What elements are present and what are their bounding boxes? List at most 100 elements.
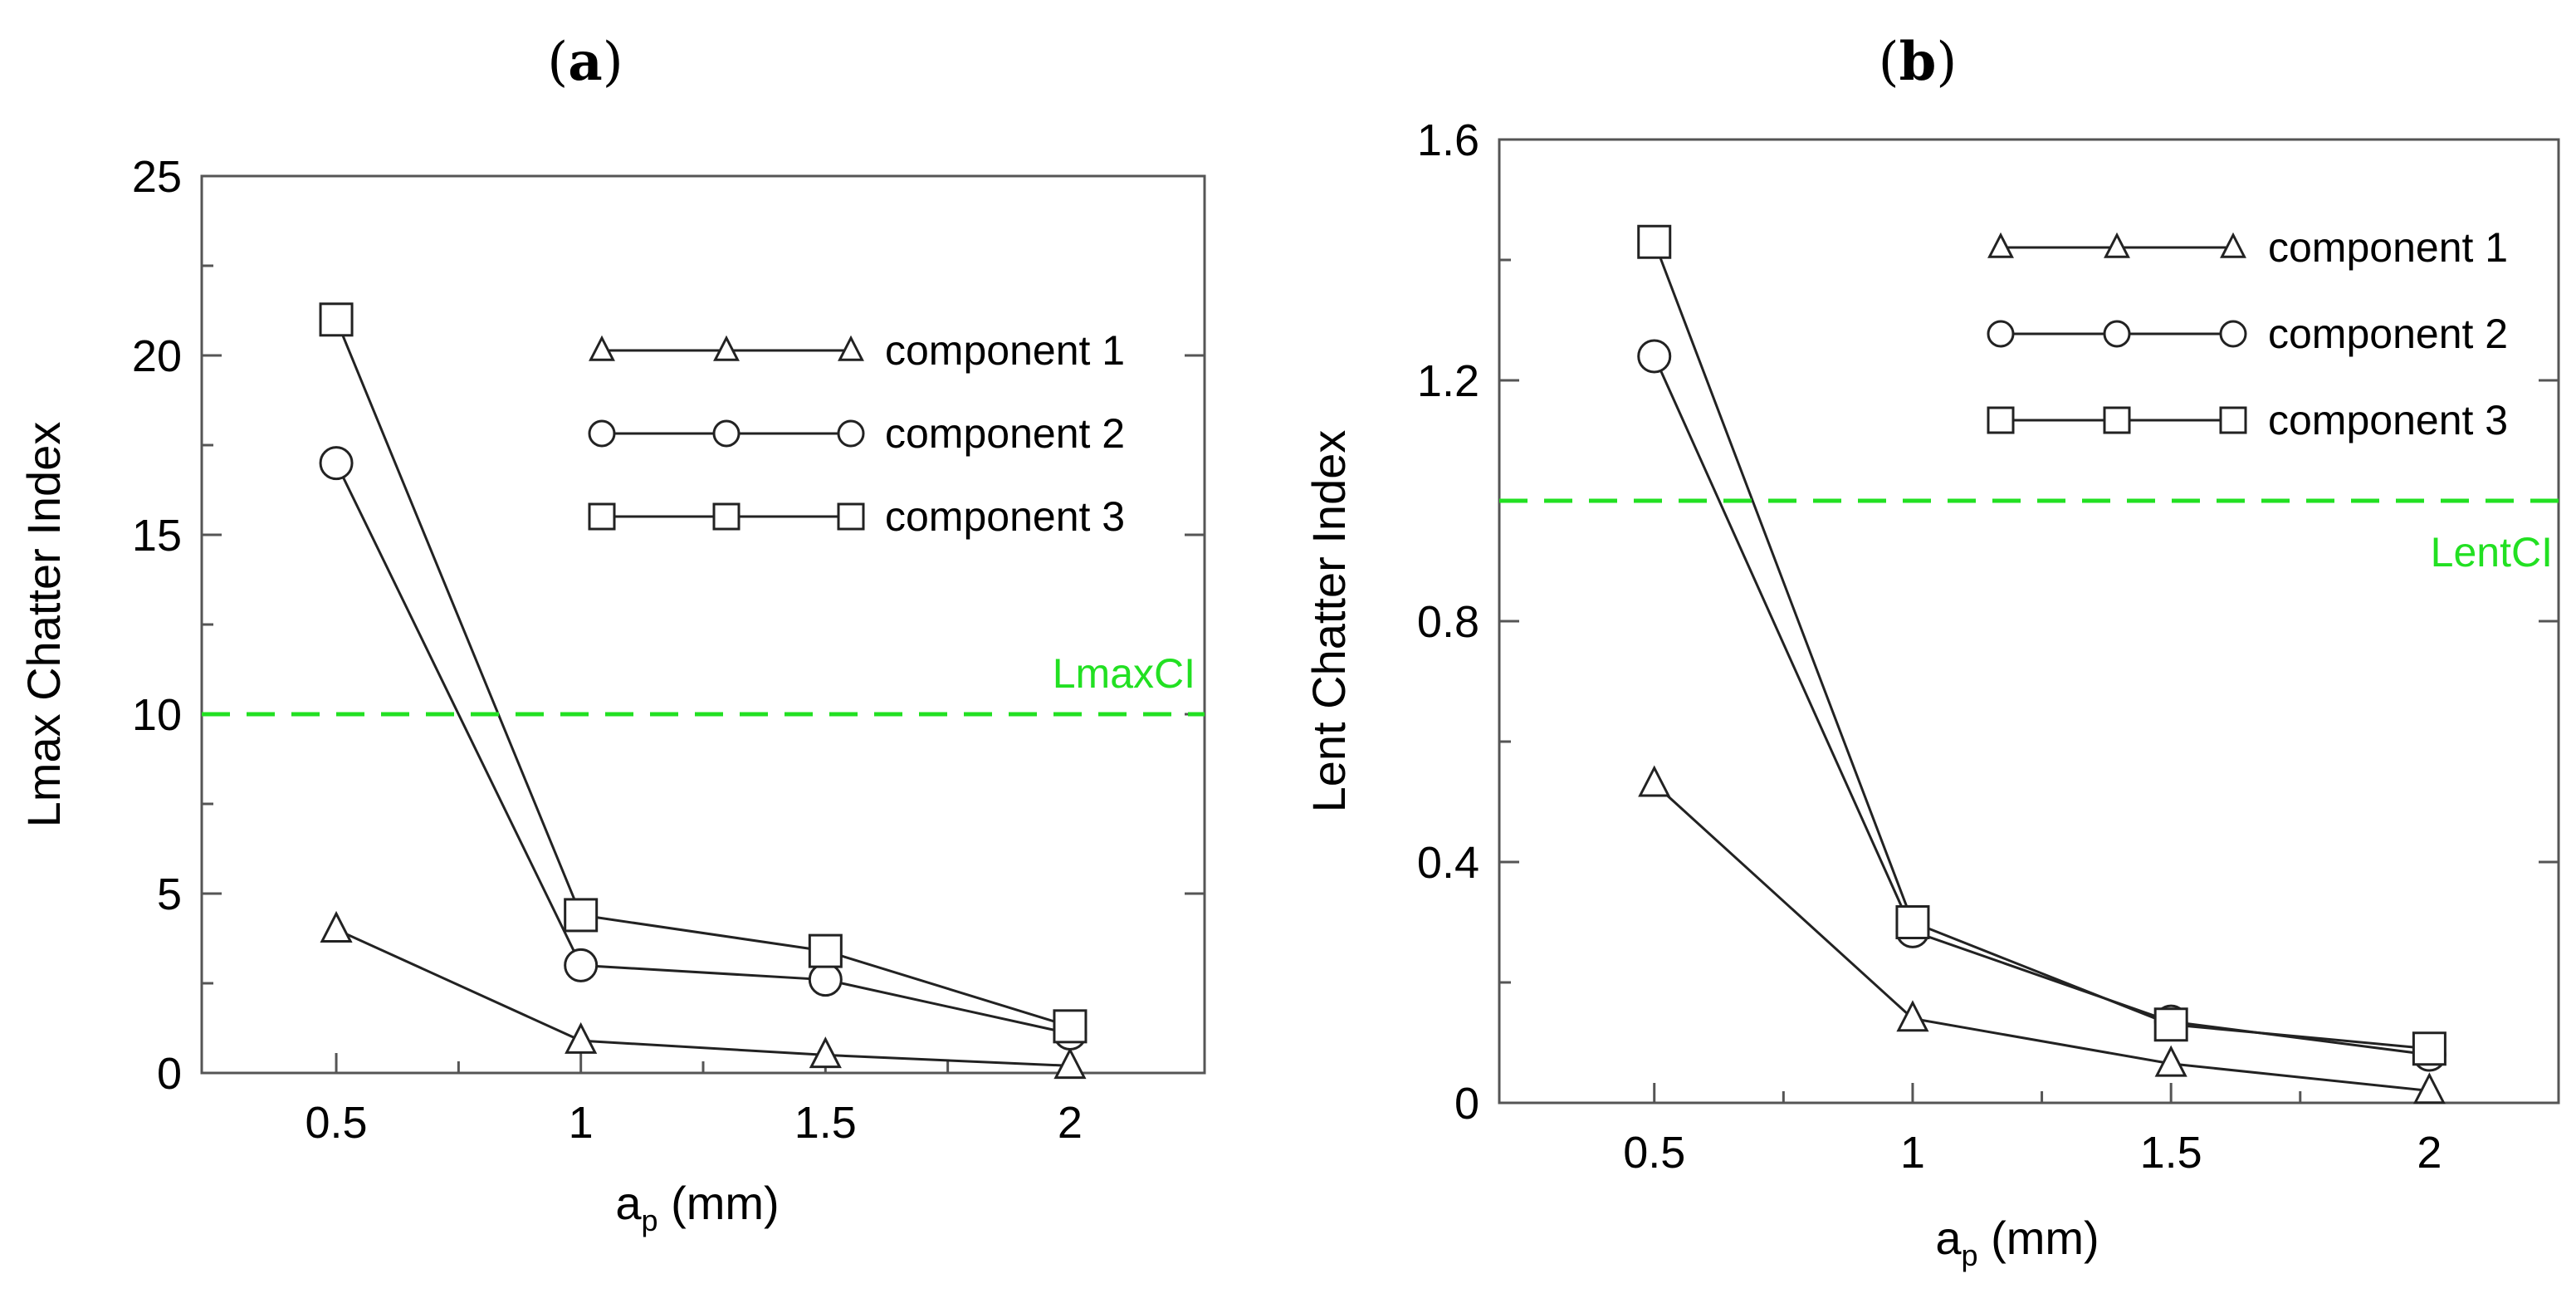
legend-marker-circle: [1987, 320, 2015, 348]
chart-panel-b: (b) 0 0.4 0.8 1.2 1.6 0.5 1 1.5 2 LentCI compon…: [1303, 31, 2560, 1272]
data-point-circle: [808, 963, 843, 997]
legend-marker-square: [2219, 406, 2247, 434]
threshold-b: LentCI: [1499, 498, 2559, 576]
x-tick-label: 1.5: [794, 1098, 857, 1148]
y-axis-title-b: Lent Chatter Index: [1303, 430, 1355, 813]
legend-marker-triangle: [713, 335, 740, 361]
markers-a: [319, 302, 1088, 1080]
legend-marker-square: [588, 502, 616, 531]
panel-b-title: (b): [1879, 31, 1958, 93]
data-point-square: [1637, 224, 1672, 259]
x-axis-title-a-unit: (mm): [658, 1177, 780, 1229]
series-line-2: [1653, 355, 2430, 1056]
y-tick-label: 10: [132, 690, 182, 740]
y-tick-label: 0: [1454, 1079, 1479, 1129]
legend-marker-circle: [2219, 320, 2247, 348]
threshold-label-b: LentCI: [2431, 529, 2553, 576]
data-point-circle: [319, 446, 354, 481]
legend-marker-circle: [2103, 320, 2131, 348]
legend-label: component 2: [885, 410, 1125, 457]
y-tick-label: 0.4: [1417, 838, 1479, 888]
legend-marker-circle: [588, 419, 616, 448]
data-point-triangle: [2412, 1072, 2446, 1105]
legend-marker-square: [1987, 406, 2015, 434]
x-axis-title-a-sub: p: [641, 1203, 657, 1237]
series-line-3: [1653, 241, 2430, 1051]
data-point-triangle: [1638, 765, 1671, 797]
series-lines-b: [1653, 241, 2430, 1092]
chart-panel-a: (a) 0 5 10 15 20 25 0.5 1 1.5 2 LmaxCI component…: [17, 31, 1206, 1237]
series-line-3: [335, 319, 1071, 1028]
legend-label: component 2: [2268, 311, 2508, 357]
y-tick-label: 0.8: [1417, 597, 1479, 647]
y-tick-label: 20: [132, 331, 182, 381]
x-axis-title-b-unit: (mm): [1978, 1212, 2099, 1264]
data-point-triangle: [565, 1021, 598, 1054]
legend-label: component 1: [2268, 224, 2508, 271]
data-point-triangle: [1053, 1047, 1087, 1080]
series-line-1: [335, 928, 1071, 1067]
x-axis-title-b: ap (mm): [1935, 1212, 2099, 1272]
legend-label: component 3: [2268, 397, 2508, 443]
legend-marker-triangle: [1987, 232, 2014, 258]
legend-marker-square: [712, 502, 741, 531]
legend-marker-circle: [712, 419, 741, 448]
y-tick-label: 25: [132, 152, 182, 202]
x-axis-title-a: ap (mm): [615, 1177, 779, 1237]
y-ticks-b: 0 0.4 0.8 1.2 1.6: [1417, 115, 2559, 1129]
x-tick-label: 0.5: [1623, 1128, 1685, 1178]
series-line-1: [1653, 782, 2430, 1092]
series-lines-a: [335, 319, 1071, 1067]
x-axis-title-b-sub: p: [1961, 1238, 1977, 1272]
panel-b-letter: b: [1899, 31, 1937, 93]
y-axis-title-a: Lmax Chatter Index: [17, 422, 70, 828]
legend-a: component 1 component 2 component 3: [588, 327, 1125, 540]
y-tick-label: 1.6: [1417, 115, 1479, 165]
threshold-label-a: LmaxCI: [1053, 650, 1195, 697]
legend-label: component 1: [885, 327, 1125, 374]
x-axis-title-b-main: a: [1935, 1212, 1962, 1264]
y-tick-label: 0: [157, 1049, 182, 1099]
legend-marker-triangle: [589, 335, 615, 361]
data-point-circle: [564, 948, 599, 982]
x-tick-label: 1: [569, 1098, 594, 1148]
data-point-triangle: [320, 910, 353, 943]
panel-a-title: (a): [547, 31, 623, 93]
x-tick-label: 1.5: [2140, 1128, 2202, 1178]
series-line-2: [335, 462, 1071, 1035]
data-point-square: [564, 898, 599, 933]
x-tick-label: 2: [2417, 1128, 2442, 1178]
data-point-triangle: [1896, 1000, 1929, 1032]
data-point-square: [2153, 1007, 2188, 1042]
x-tick-label: 2: [1058, 1098, 1083, 1148]
y-tick-label: 5: [157, 869, 182, 919]
x-ticks-b: 0.5 1 1.5 2: [1623, 1083, 2442, 1178]
y-ticks-a: 0 5 10 15 20 25: [132, 152, 1205, 1099]
markers-b: [1637, 224, 2446, 1105]
data-point-square: [2412, 1031, 2446, 1066]
legend-marker-triangle: [2104, 232, 2130, 258]
legend-marker-square: [2103, 406, 2131, 434]
legend-label: component 3: [885, 493, 1125, 540]
data-point-square: [1053, 1009, 1088, 1044]
y-tick-label: 15: [132, 511, 182, 561]
legend-marker-triangle: [2220, 232, 2246, 258]
legend-marker-circle: [837, 419, 865, 448]
threshold-a: LmaxCI: [202, 650, 1205, 717]
data-point-triangle: [809, 1036, 842, 1069]
panel-a-letter: a: [568, 31, 602, 93]
data-point-square: [319, 302, 354, 337]
legend-marker-triangle: [838, 335, 864, 361]
legend-b: component 1 component 2 component 3: [1987, 224, 2508, 443]
x-ticks-a: 0.5 1 1.5 2: [306, 1053, 1083, 1148]
data-point-triangle: [2154, 1045, 2187, 1077]
x-tick-label: 0.5: [306, 1098, 368, 1148]
data-point-circle: [1637, 339, 1672, 374]
data-point-square: [1895, 905, 1930, 939]
y-tick-label: 1.2: [1417, 356, 1479, 406]
legend-marker-square: [837, 502, 865, 531]
data-point-square: [808, 933, 843, 968]
x-axis-title-a-main: a: [615, 1177, 642, 1229]
x-tick-label: 1: [1900, 1128, 1925, 1178]
